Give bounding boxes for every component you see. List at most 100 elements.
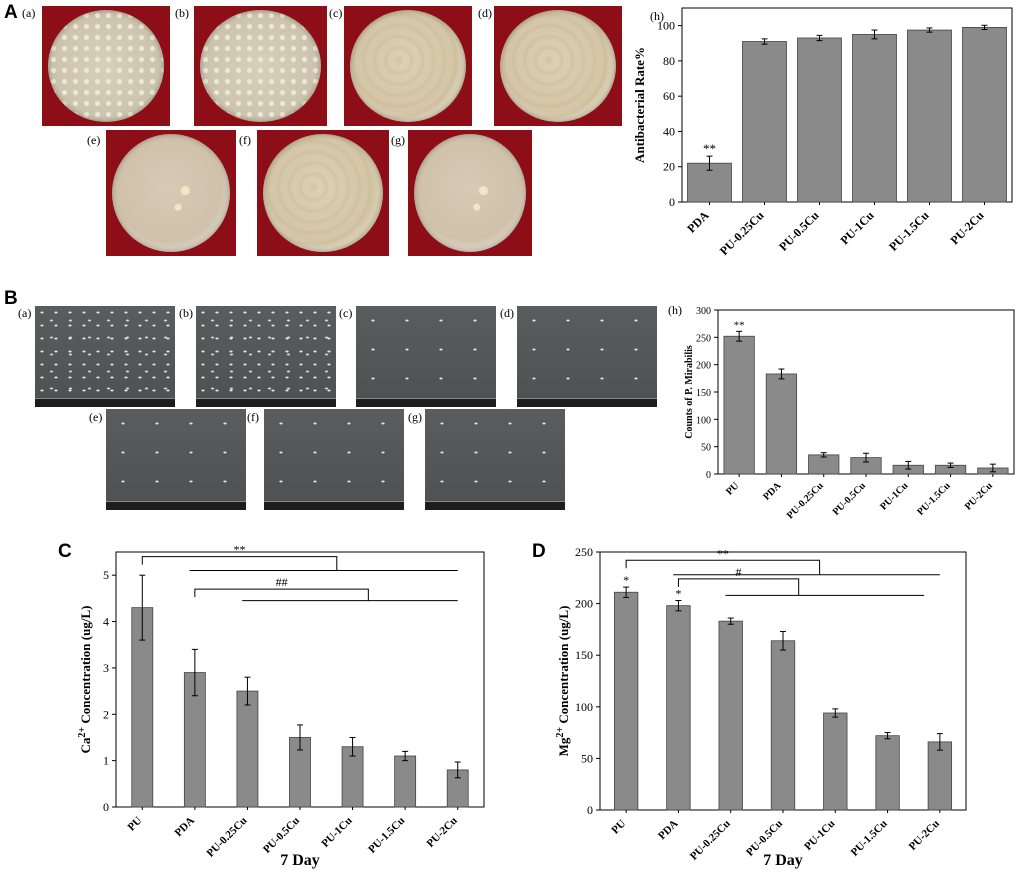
significance-label: # [736,565,742,579]
y-axis-label: Antibacterial Rate% [632,47,647,163]
significance-label: ## [276,575,288,589]
y-tick-label: 4 [103,615,109,629]
x-tick-label: PU-1.5Cu [366,815,407,856]
photo-label-e: (e) [87,133,101,147]
photo-label-g: (g) [391,133,405,147]
bar-PU-0.5Cu [797,37,842,203]
x-tick-label: PU-1Cu [319,815,354,850]
panel-sublabel: (h) [650,9,664,23]
y-tick-label: 200 [696,361,711,372]
bar-PU-1Cu [852,34,897,203]
petri-dish-photo-e [106,130,236,256]
panel-letter-a: A [4,2,18,23]
photo-label-d: (d) [478,6,492,20]
significance-mark: ** [703,141,716,156]
significance-label: ** [717,546,729,560]
sem-image-f [264,409,404,510]
significance-bracket [141,556,458,572]
y-tick-label: 0 [587,803,593,817]
y-tick-label: 1 [103,754,109,768]
bar-PU-1.5Cu [394,755,417,808]
plot-frame [717,309,1015,475]
bar-PU-2Cu [927,741,953,811]
y-tick-label: 250 [696,333,711,344]
sem-image-g [425,409,565,510]
sem-label-f: (f) [247,410,259,424]
significance-mark: * [623,573,629,587]
y-axis-label: Mg2+ Concentration (ug/L) [555,606,571,757]
x-tick-label: PDA [684,208,712,236]
significance-label: ** [234,543,246,557]
sem-image-d [517,306,657,407]
sem-label-e: (e) [89,410,103,424]
significance-mark: ** [734,319,745,331]
petri-dish-photo-d [494,6,622,126]
bar-PU [613,591,639,811]
y-tick-label: 100 [657,19,675,33]
photo-label-a: (a) [22,6,36,20]
y-tick-label: 150 [575,648,593,662]
bar-PU-1.5Cu [875,735,900,811]
sem-image-a [35,306,175,407]
significance-bracket [625,559,940,576]
x-tick-label: PDA [761,480,784,503]
y-tick-label: 100 [696,415,711,426]
petri-dish-photo-c [344,6,472,126]
significance-bracket [677,578,925,596]
bar-PU-1Cu [823,712,848,811]
panel-letter-b: B [4,288,18,309]
sem-label-a: (a) [18,306,32,320]
x-tick-label: PU-0.25Cu [688,818,733,863]
x-tick-label: PU-2Cu [425,815,460,850]
y-tick-label: 50 [581,751,593,765]
y-tick-label: 250 [575,545,593,559]
x-tick-label: PU-0.25Cu [717,208,767,258]
bar-PU-0.5Cu [770,640,796,811]
x-tick-label: PDA [656,818,681,843]
petri-dish-photo-b [194,6,327,126]
bar-PU-0.25Cu [236,690,259,808]
y-tick-label: 200 [575,597,593,611]
photo-label-f: (f) [239,133,251,147]
x-tick-label: PU-2Cu [947,208,986,247]
x-tick-label: PU [609,818,628,837]
sem-image-c [356,306,496,407]
p-mirabilis-counts-chart: 0 50 100 150 200 250 300 ** PU PDA PU-0.25Cu PU-0.5… [668,303,1015,520]
antibacterial-rate-chart: 0 20 40 60 80 100 ** PDA PU-0.25Cu PU-0.5Cu PU-1Cu… [632,7,1013,258]
sem-image-b [196,306,336,407]
y-tick-label: 50 [701,443,711,454]
bar-PDA [765,373,798,475]
x-tick-label: PU-0.5Cu [831,480,869,518]
panel-sublabel: (h) [668,303,682,317]
x-tick-label: PU-1Cu [802,818,837,853]
significance-bracket [194,588,458,602]
x-tick-label: PU-0.5Cu [776,208,822,254]
x-tick-label: PU-0.25Cu [785,480,826,520]
sem-label-d: (d) [500,306,514,320]
x-axis-label: 7 Day [763,852,803,869]
y-tick-label: 100 [575,700,593,714]
plot-frame [681,7,1013,203]
panel-letter-c: C [58,541,72,562]
photo-label-b: (b) [175,6,189,20]
photo-label-c: (c) [329,6,343,20]
bar-PU [723,335,755,475]
y-tick-label: 0 [706,470,711,481]
x-axis-label: 7 Day [280,852,320,869]
y-tick-label: 40 [663,124,675,138]
sem-image-e [106,409,246,510]
x-tick-label: PU-1.5Cu [915,480,953,518]
bar-PU-0.25Cu [742,41,787,203]
x-tick-label: PU [724,480,741,497]
bar-PU-1.5Cu [907,29,952,203]
x-tick-label: PU-2Cu [907,818,942,853]
y-tick-label: 80 [663,54,675,68]
bar-PDA [666,605,691,811]
x-tick-label: PU-1.5Cu [849,818,890,859]
y-tick-label: 150 [696,388,711,399]
x-tick-label: PU-2Cu [963,480,995,512]
petri-dish-photo-g [408,130,532,256]
ca-concentration-chart: 0 1 2 3 4 5 PU PDA PU-0.25Cu PU-0.5Cu PU-1Cu PU-1.5… [77,543,485,869]
y-axis-label: Counts of P. Mirabilis [684,345,695,439]
x-tick-label: PU-0.25Cu [205,815,250,860]
